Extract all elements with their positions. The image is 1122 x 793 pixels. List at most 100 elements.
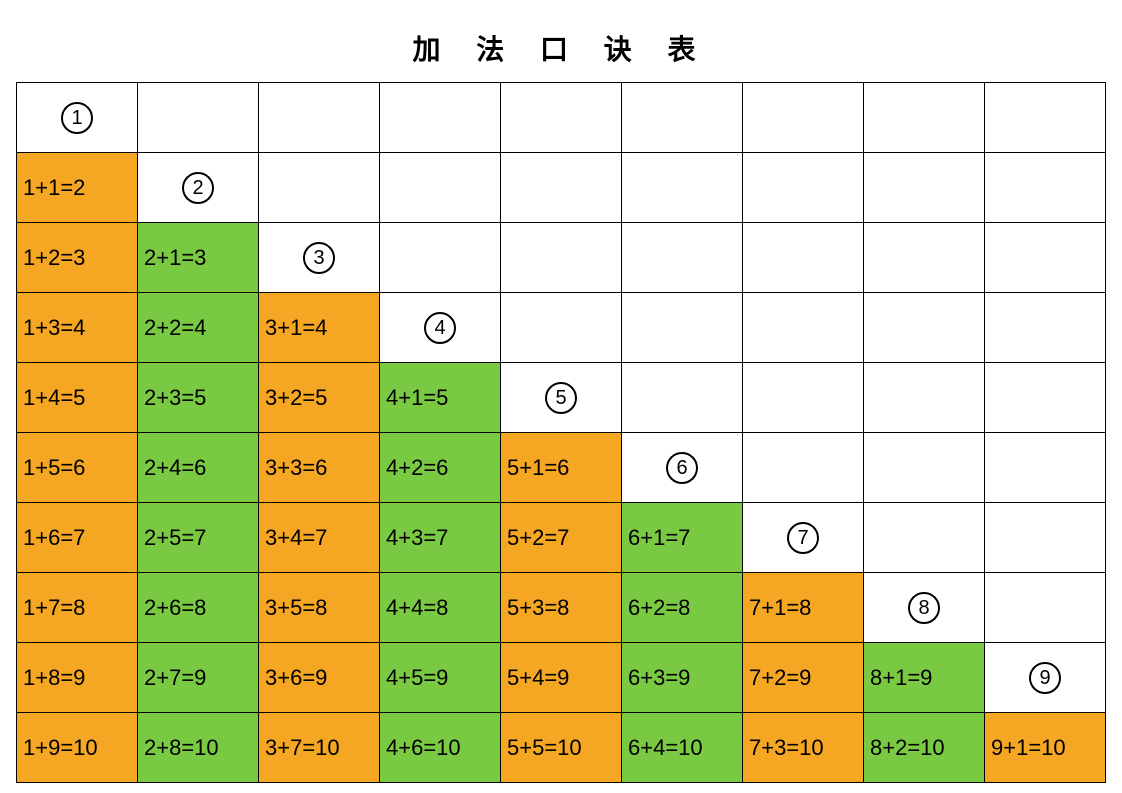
circled-number-icon: 9 (1029, 662, 1061, 694)
diagonal-marker-cell: 4 (380, 293, 501, 363)
formula-cell: 5+1=6 (501, 433, 622, 503)
empty-cell (985, 293, 1106, 363)
formula-cell: 1+2=3 (17, 223, 138, 293)
formula-cell: 3+6=9 (259, 643, 380, 713)
formula-cell: 1+8=9 (17, 643, 138, 713)
empty-cell (864, 223, 985, 293)
circled-number-icon: 8 (908, 592, 940, 624)
formula-cell: 3+2=5 (259, 363, 380, 433)
formula-cell: 2+2=4 (138, 293, 259, 363)
circle-wrap: 6 (628, 433, 736, 502)
empty-cell (864, 433, 985, 503)
empty-cell (138, 83, 259, 153)
formula-cell: 1+3=4 (17, 293, 138, 363)
formula-cell: 4+2=6 (380, 433, 501, 503)
formula-cell: 8+2=10 (864, 713, 985, 783)
empty-cell (985, 83, 1106, 153)
empty-cell (864, 503, 985, 573)
circle-wrap: 3 (265, 223, 373, 292)
table-row: 1+7=82+6=83+5=84+4=85+3=86+2=87+1=88 (17, 573, 1106, 643)
empty-cell (743, 83, 864, 153)
table-row: 1+4=52+3=53+2=54+1=5 5 (17, 363, 1106, 433)
formula-cell: 4+1=5 (380, 363, 501, 433)
formula-cell: 6+3=9 (622, 643, 743, 713)
formula-cell: 5+2=7 (501, 503, 622, 573)
circle-wrap: 5 (507, 363, 615, 432)
formula-cell: 7+2=9 (743, 643, 864, 713)
empty-cell (985, 433, 1106, 503)
empty-cell (864, 363, 985, 433)
formula-cell: 5+4=9 (501, 643, 622, 713)
empty-cell (622, 83, 743, 153)
empty-cell (501, 153, 622, 223)
circled-number-icon: 5 (545, 382, 577, 414)
diagonal-marker-cell: 6 (622, 433, 743, 503)
addition-table: 11+1=221+2=32+1=331+3=42+2=43+1=441+4=52… (16, 82, 1106, 783)
formula-cell: 4+6=10 (380, 713, 501, 783)
formula-cell: 8+1=9 (864, 643, 985, 713)
empty-cell (985, 363, 1106, 433)
table-row: 1 (17, 83, 1106, 153)
empty-cell (259, 83, 380, 153)
empty-cell (985, 223, 1106, 293)
circled-number-icon: 4 (424, 312, 456, 344)
formula-cell: 7+1=8 (743, 573, 864, 643)
circle-wrap: 9 (991, 643, 1099, 712)
formula-cell: 1+4=5 (17, 363, 138, 433)
formula-cell: 1+5=6 (17, 433, 138, 503)
circled-number-icon: 7 (787, 522, 819, 554)
empty-cell (501, 83, 622, 153)
empty-cell (622, 293, 743, 363)
empty-cell (985, 503, 1106, 573)
empty-cell (864, 293, 985, 363)
formula-cell: 1+7=8 (17, 573, 138, 643)
empty-cell (985, 153, 1106, 223)
circled-number-icon: 6 (666, 452, 698, 484)
empty-cell (622, 223, 743, 293)
table-row: 1+5=62+4=63+3=64+2=65+1=6 6 (17, 433, 1106, 503)
empty-cell (501, 293, 622, 363)
formula-cell: 6+1=7 (622, 503, 743, 573)
empty-cell (743, 363, 864, 433)
empty-cell (743, 433, 864, 503)
diagonal-marker-cell: 3 (259, 223, 380, 293)
formula-cell: 2+1=3 (138, 223, 259, 293)
page-title: 加 法 口 诀 表 (0, 28, 1122, 68)
table-row: 1+1=2 2 (17, 153, 1106, 223)
empty-cell (743, 293, 864, 363)
empty-cell (259, 153, 380, 223)
empty-cell (864, 153, 985, 223)
formula-cell: 3+5=8 (259, 573, 380, 643)
empty-cell (380, 223, 501, 293)
formula-cell: 4+3=7 (380, 503, 501, 573)
diagonal-marker-cell: 1 (17, 83, 138, 153)
circled-number-icon: 3 (303, 242, 335, 274)
empty-cell (380, 83, 501, 153)
circle-wrap: 7 (749, 503, 857, 572)
table-row: 1+2=32+1=3 3 (17, 223, 1106, 293)
diagonal-marker-cell: 9 (985, 643, 1106, 713)
formula-cell: 6+2=8 (622, 573, 743, 643)
circle-wrap: 1 (23, 83, 131, 152)
formula-cell: 6+4=10 (622, 713, 743, 783)
formula-cell: 2+4=6 (138, 433, 259, 503)
table-row: 1+6=72+5=73+4=74+3=75+2=76+1=77 (17, 503, 1106, 573)
empty-cell (985, 573, 1106, 643)
formula-cell: 3+3=6 (259, 433, 380, 503)
circled-number-icon: 1 (61, 102, 93, 134)
formula-cell: 5+3=8 (501, 573, 622, 643)
formula-cell: 3+4=7 (259, 503, 380, 573)
formula-cell: 2+3=5 (138, 363, 259, 433)
formula-cell: 3+7=10 (259, 713, 380, 783)
formula-cell: 7+3=10 (743, 713, 864, 783)
empty-cell (743, 223, 864, 293)
formula-cell: 1+9=10 (17, 713, 138, 783)
table-row: 1+3=42+2=43+1=4 4 (17, 293, 1106, 363)
formula-cell: 1+1=2 (17, 153, 138, 223)
table-row: 1+8=92+7=93+6=94+5=95+4=96+3=97+2=98+1=9… (17, 643, 1106, 713)
empty-cell (380, 153, 501, 223)
formula-cell: 3+1=4 (259, 293, 380, 363)
formula-cell: 2+7=9 (138, 643, 259, 713)
circled-number-icon: 2 (182, 172, 214, 204)
circle-wrap: 4 (386, 293, 494, 362)
